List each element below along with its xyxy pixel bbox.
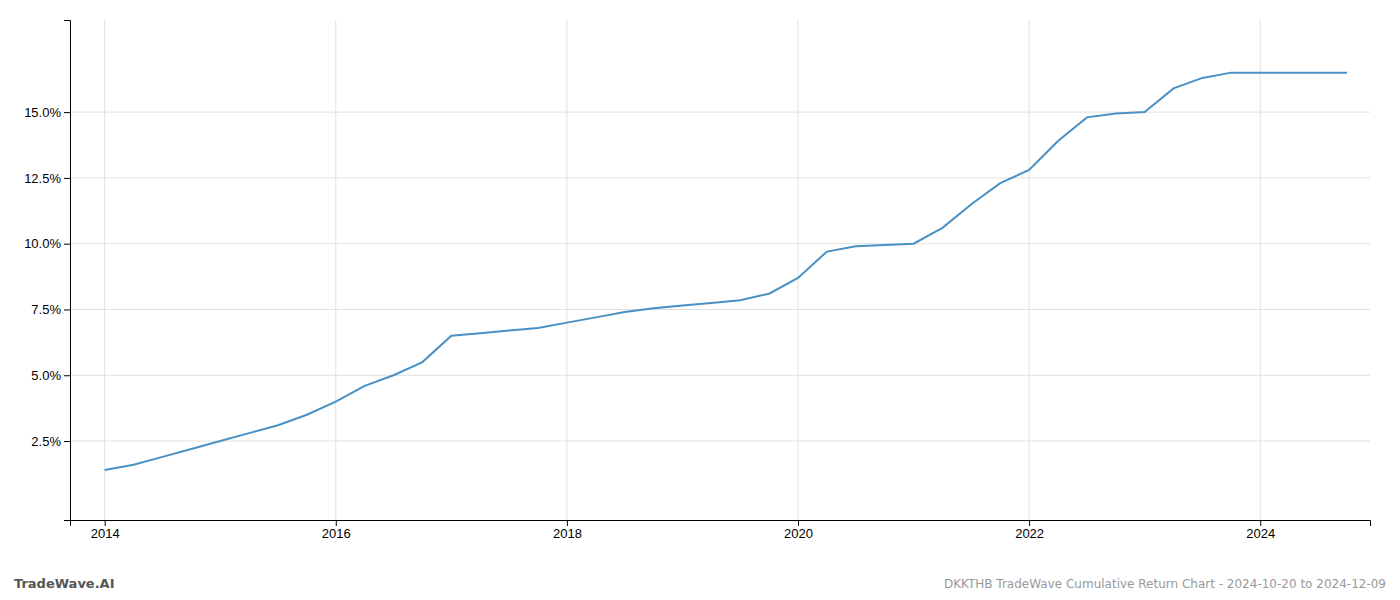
tick-mark bbox=[64, 441, 70, 442]
tick-label: 7.5% bbox=[31, 302, 61, 317]
tick-label: 10.0% bbox=[24, 236, 61, 251]
grid-line-x bbox=[335, 20, 336, 520]
tick-label: 12.5% bbox=[24, 171, 61, 186]
tick: 5.0% bbox=[31, 368, 70, 383]
chart: 2014 2016 2018 2020 2022 2024 2.5% 5.0% 7.5% 10.0… bbox=[0, 0, 1400, 600]
grid bbox=[70, 20, 1370, 520]
tick: 2020 bbox=[784, 520, 813, 541]
tick-label: 2016 bbox=[322, 526, 351, 541]
tick-label: 2022 bbox=[1015, 526, 1044, 541]
tick-label: 5.0% bbox=[31, 368, 61, 383]
grid-line-y bbox=[70, 243, 1370, 244]
tick: 2022 bbox=[1015, 520, 1044, 541]
grid-line-y bbox=[70, 177, 1370, 178]
x-axis: 2014 2016 2018 2020 2022 2024 bbox=[71, 520, 1371, 541]
tick-mark bbox=[64, 178, 70, 179]
tick-mark bbox=[64, 112, 70, 113]
tick: 15.0% bbox=[24, 105, 70, 120]
tick-mark bbox=[105, 520, 106, 526]
tick: 10.0% bbox=[24, 236, 70, 251]
marks bbox=[105, 73, 1347, 470]
tick-mark bbox=[336, 520, 337, 526]
tick: 2.5% bbox=[31, 434, 70, 449]
tick-mark bbox=[798, 520, 799, 526]
plot-area: 2014 2016 2018 2020 2022 2024 2.5% 5.0% 7.5% 10.0… bbox=[24, 20, 1370, 541]
tick-mark bbox=[64, 309, 70, 310]
grid-line-x bbox=[1260, 20, 1261, 520]
grid-line-y bbox=[70, 375, 1370, 376]
grid-line-x bbox=[566, 20, 567, 520]
watermark: TradeWave.AI bbox=[14, 576, 115, 591]
tick-mark bbox=[567, 520, 568, 526]
axis-line bbox=[71, 521, 1371, 527]
tick-label: 15.0% bbox=[24, 105, 61, 120]
grid-line-y bbox=[70, 309, 1370, 310]
grid-line-x bbox=[1029, 20, 1030, 520]
tick: 7.5% bbox=[31, 302, 70, 317]
tick: 2016 bbox=[322, 520, 351, 541]
tick-label: 2.5% bbox=[31, 434, 61, 449]
grid-line-x bbox=[104, 20, 105, 520]
tick-mark bbox=[1260, 520, 1261, 526]
axis-line bbox=[64, 21, 71, 521]
tick: 12.5% bbox=[24, 171, 70, 186]
tick-mark bbox=[64, 375, 70, 376]
title: DKKTHB TradeWave Cumulative Return Chart… bbox=[944, 577, 1386, 591]
tick-label: 2018 bbox=[553, 526, 582, 541]
grid-line-x bbox=[798, 20, 799, 520]
line bbox=[105, 73, 1347, 470]
tick-mark bbox=[1029, 520, 1030, 526]
y-axis: 2.5% 5.0% 7.5% 10.0% 12.5% 15.0% bbox=[24, 21, 70, 521]
tick-label: 2020 bbox=[784, 526, 813, 541]
tick-label: 2014 bbox=[91, 526, 120, 541]
grid-line-y bbox=[70, 441, 1370, 442]
tick-mark bbox=[64, 244, 70, 245]
tick: 2014 bbox=[91, 520, 120, 541]
grid-line-y bbox=[70, 112, 1370, 113]
tick-label: 2024 bbox=[1246, 526, 1275, 541]
tick: 2018 bbox=[553, 520, 582, 541]
tick: 2024 bbox=[1246, 520, 1275, 541]
